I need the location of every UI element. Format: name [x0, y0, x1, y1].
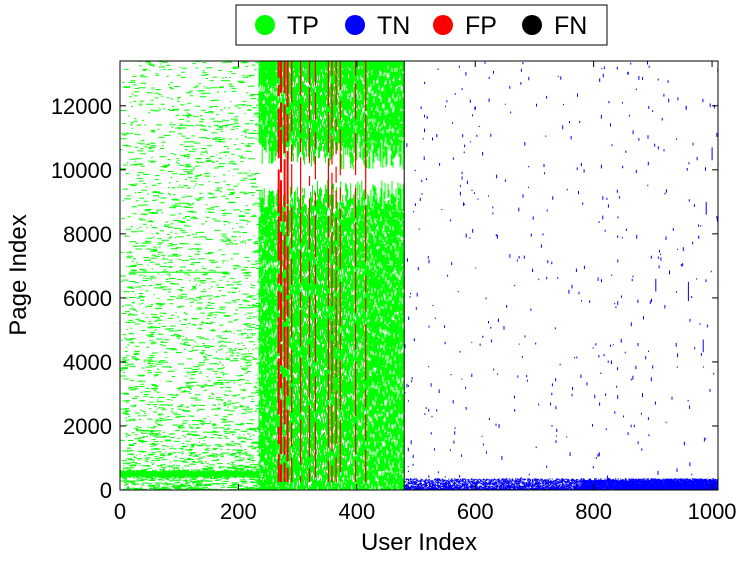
legend-item-fp: FP: [433, 12, 497, 40]
y-tick-label: 8000: [63, 222, 112, 247]
x-tick-label: 200: [220, 499, 257, 524]
region-tp-2: [120, 61, 265, 490]
plot-frame: [119, 60, 719, 491]
legend-label: FN: [554, 12, 587, 40]
tp-block-gap-right: [321, 169, 405, 175]
legend-item-fn: FN: [522, 12, 587, 40]
legend: TP TN FP FN: [235, 4, 608, 46]
x-tick-label: 0: [114, 499, 126, 524]
tp-sparse-marks: [120, 61, 265, 490]
legend-label: TN: [377, 12, 410, 40]
legend-label: TP: [287, 12, 319, 40]
legend-item-tp: TP: [255, 12, 319, 40]
region-tn-4: [404, 478, 718, 490]
y-axis-label: Page Index: [5, 214, 32, 335]
data-layer: [120, 61, 718, 490]
x-tick-label: 800: [575, 499, 612, 524]
region-tp-0: [258, 61, 405, 490]
tn-sparse-marks: [404, 61, 718, 490]
legend-marker: [433, 15, 453, 35]
legend-item-tn: TN: [345, 12, 410, 40]
region-tn-5: [404, 61, 718, 490]
axis-layer: 0 200 400 600 800 100002000400060008000100001…: [51, 61, 737, 524]
y-tick-label: 2000: [63, 414, 112, 439]
region-fp-3: [277, 61, 367, 482]
y-tick-label: 10000: [51, 158, 112, 183]
x-axis-label: User Index: [361, 529, 477, 556]
x-tick-label: 1000: [688, 499, 737, 524]
x-tick-label: 600: [457, 499, 494, 524]
tp-block-gap: [270, 169, 322, 182]
y-tick-label: 12000: [51, 94, 112, 119]
legend-marker: [255, 15, 275, 35]
legend-marker: [345, 15, 365, 35]
tn-band-marks: [404, 478, 718, 490]
legend-label: FP: [465, 12, 497, 40]
y-tick-label: 6000: [63, 286, 112, 311]
legend-box: [235, 4, 608, 46]
y-tick-label: 0: [100, 478, 112, 503]
x-tick-label: 400: [338, 499, 375, 524]
legend-marker: [522, 15, 542, 35]
y-tick-label: 4000: [63, 350, 112, 375]
